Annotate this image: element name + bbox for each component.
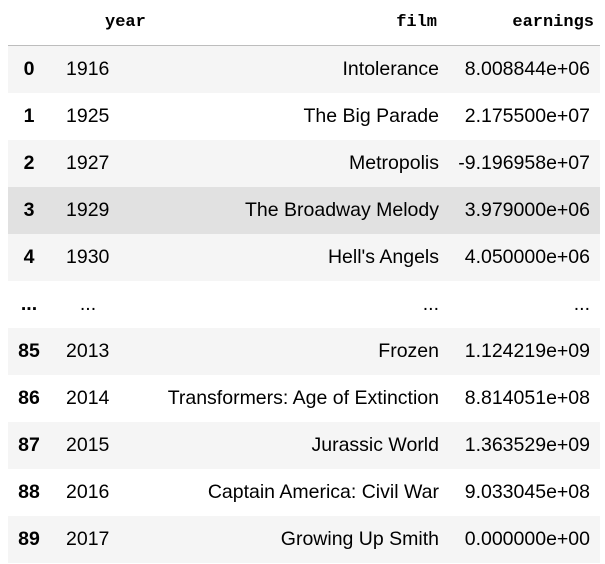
year-cell: 1930 bbox=[66, 246, 110, 268]
table-row: 4 1930 Hell's Angels 4.050000e+06 bbox=[8, 234, 600, 281]
column-header-earnings: earnings bbox=[443, 0, 600, 46]
earnings-cell: -9.196958e+07 bbox=[458, 152, 590, 174]
table-row: 0 1916 Intolerance 8.008844e+06 bbox=[8, 45, 600, 93]
year-cell: 1929 bbox=[66, 199, 110, 221]
year-cell: 2015 bbox=[66, 434, 110, 456]
year-cell: 2013 bbox=[66, 340, 110, 362]
row-index: 86 bbox=[18, 387, 40, 409]
film-cell: Frozen bbox=[378, 340, 439, 362]
dataframe-table: year film earnings 0 1916 Intolerance 8.… bbox=[8, 0, 600, 563]
table-row: 2 1927 Metropolis -9.196958e+07 bbox=[8, 140, 600, 187]
table-row: 87 2015 Jurassic World 1.363529e+09 bbox=[8, 422, 600, 469]
film-cell: The Big Parade bbox=[303, 105, 439, 127]
film-cell: Hell's Angels bbox=[327, 246, 439, 268]
year-cell: 1916 bbox=[66, 58, 110, 80]
film-cell: Intolerance bbox=[342, 58, 439, 80]
film-cell: Metropolis bbox=[349, 152, 439, 174]
column-header-film: film bbox=[132, 0, 443, 46]
table-row: 85 2013 Frozen 1.124219e+09 bbox=[8, 328, 600, 375]
film-cell: Jurassic World bbox=[311, 434, 439, 456]
earnings-cell: 4.050000e+06 bbox=[464, 246, 590, 268]
year-cell: 2016 bbox=[66, 481, 110, 503]
earnings-cell: 1.363529e+09 bbox=[464, 434, 590, 456]
dataframe-output: year film earnings 0 1916 Intolerance 8.… bbox=[8, 0, 600, 563]
row-index: 87 bbox=[18, 434, 40, 456]
row-index: 88 bbox=[18, 481, 40, 503]
row-index: 0 bbox=[23, 58, 35, 80]
year-cell: 2017 bbox=[66, 528, 110, 550]
row-index: 85 bbox=[18, 340, 40, 362]
index-column-header bbox=[8, 0, 52, 46]
year-cell: 1925 bbox=[66, 105, 110, 127]
table-row-hovered: 3 1929 The Broadway Melody 3.979000e+06 bbox=[8, 187, 600, 234]
header-row: year film earnings bbox=[8, 0, 600, 46]
earnings-cell: 2.175500e+07 bbox=[464, 105, 590, 127]
earnings-cell: 3.979000e+06 bbox=[464, 199, 590, 221]
row-index: 2 bbox=[23, 152, 35, 174]
earnings-cell: 8.008844e+06 bbox=[464, 58, 590, 80]
column-header-year: year bbox=[52, 0, 146, 46]
truncation-row: ... ... ... ... bbox=[8, 281, 600, 328]
table-row: 88 2016 Captain America: Civil War 9.033… bbox=[8, 469, 600, 516]
film-cell: Transformers: Age of Extinction bbox=[167, 387, 439, 409]
earnings-cell: 1.124219e+09 bbox=[464, 340, 590, 362]
table-row: 86 2014 Transformers: Age of Extinction … bbox=[8, 375, 600, 422]
film-cell: Captain America: Civil War bbox=[207, 481, 439, 503]
earnings-cell: ... bbox=[573, 293, 590, 315]
row-index: 1 bbox=[23, 105, 35, 127]
earnings-cell: 9.033045e+08 bbox=[464, 481, 590, 503]
year-cell: 2014 bbox=[66, 387, 110, 409]
earnings-cell: 0.000000e+00 bbox=[464, 528, 590, 550]
table-row: 1 1925 The Big Parade 2.175500e+07 bbox=[8, 93, 600, 140]
row-index: 89 bbox=[18, 528, 40, 550]
year-cell: 1927 bbox=[66, 152, 110, 174]
earnings-cell: 8.814051e+08 bbox=[464, 387, 590, 409]
row-index: ... bbox=[20, 293, 38, 315]
year-cell: ... bbox=[79, 293, 97, 315]
row-index: 4 bbox=[23, 246, 35, 268]
row-index: 3 bbox=[23, 199, 35, 221]
film-cell: Growing Up Smith bbox=[280, 528, 439, 550]
film-cell: The Broadway Melody bbox=[244, 199, 439, 221]
film-cell: ... bbox=[422, 293, 439, 315]
table-row: 89 2017 Growing Up Smith 0.000000e+00 bbox=[8, 516, 600, 563]
